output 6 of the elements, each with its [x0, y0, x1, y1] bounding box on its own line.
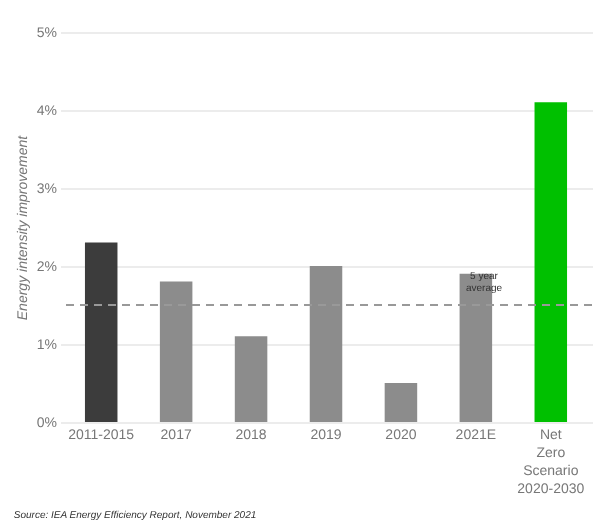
bar	[309, 266, 343, 422]
bar	[384, 383, 418, 422]
bar	[159, 281, 193, 422]
bar	[234, 336, 268, 422]
bar	[534, 102, 568, 422]
bar	[84, 242, 118, 422]
